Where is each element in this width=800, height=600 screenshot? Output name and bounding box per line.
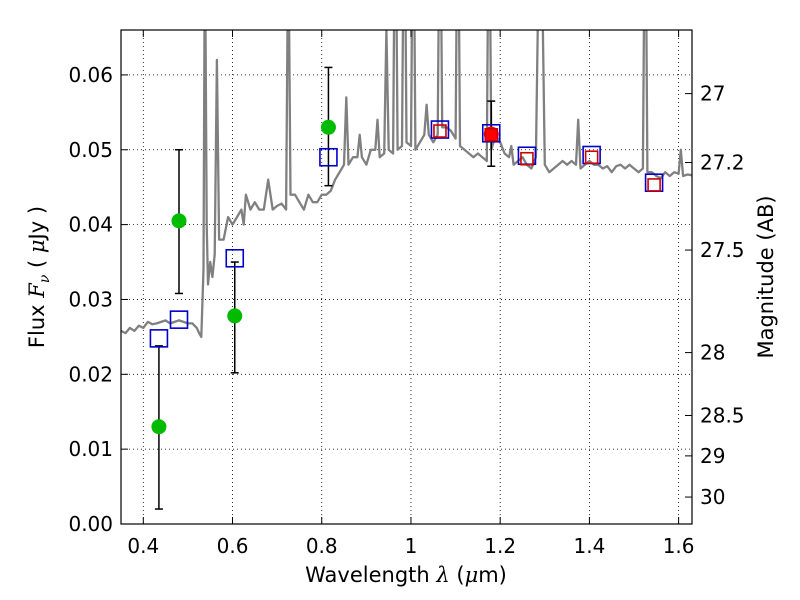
x-tick-label: 0.4: [127, 534, 159, 558]
model-point-square: [149, 329, 169, 348]
y-axis-title: Flux Fν ( μJy ): [25, 206, 53, 348]
x-tick-label: 0.6: [217, 534, 249, 558]
y-tick-label: 0.00: [68, 512, 113, 536]
y-tick-label: 0.05: [68, 138, 113, 162]
data-point-circle: [151, 419, 167, 435]
model-point-square: [225, 248, 245, 268]
data-point-circle: [227, 308, 243, 324]
x-axis-ticks: 0.4 0.6 0.8 1 1.2 1.4 1.6: [127, 30, 695, 558]
data-point-circle: [320, 119, 336, 135]
y-tick-label: 0.04: [68, 213, 113, 237]
model-point-square: [169, 310, 189, 329]
y2-tick-label: 27: [700, 82, 725, 106]
y2-axis-title: Magnitude (AB): [754, 195, 778, 358]
y-tick-label: 0.01: [68, 437, 113, 461]
plot-frame: [120, 29, 693, 525]
y2-tick-label: 28: [700, 341, 725, 365]
y2-tick-label: 29: [700, 444, 725, 468]
y-tick-label: 0.03: [68, 287, 113, 311]
y-tick-label: 0.06: [68, 63, 113, 87]
x-axis-title: Wavelength λ (μm): [305, 563, 507, 587]
y2-tick-label: 27.2: [700, 150, 745, 174]
y2-tick-label: 28.5: [700, 403, 745, 427]
model-point-square: [520, 151, 534, 166]
model-point-square: [430, 120, 450, 139]
x-tick-label: 1: [405, 534, 418, 558]
data-point-circle: [171, 213, 187, 229]
x-tick-label: 1.2: [484, 534, 516, 558]
template-spectrum-line: [121, 30, 692, 339]
y2-axis-ticks: 27 27.2 27.5 28 28.5 29 30: [685, 82, 745, 509]
model-point-square: [319, 147, 338, 167]
plot-area: [121, 30, 692, 510]
x-tick-label: 0.8: [306, 534, 338, 558]
data-markers: [149, 119, 664, 435]
model-point-square: [481, 123, 501, 143]
model-point-square: [647, 178, 661, 192]
model-point-square: [484, 127, 499, 142]
model-point-square: [584, 150, 599, 165]
y2-tick-label: 27.5: [700, 238, 745, 262]
x-tick-label: 1.6: [663, 534, 695, 558]
y-tick-label: 0.02: [68, 362, 113, 386]
data-point-circle: [483, 126, 499, 142]
x-tick-label: 1.4: [573, 534, 605, 558]
model-point-square: [433, 124, 447, 138]
y2-tick-label: 30: [700, 485, 725, 509]
y-axis-ticks: 0.00 0.01 0.02 0.03 0.04 0.05 0.06: [68, 63, 128, 536]
